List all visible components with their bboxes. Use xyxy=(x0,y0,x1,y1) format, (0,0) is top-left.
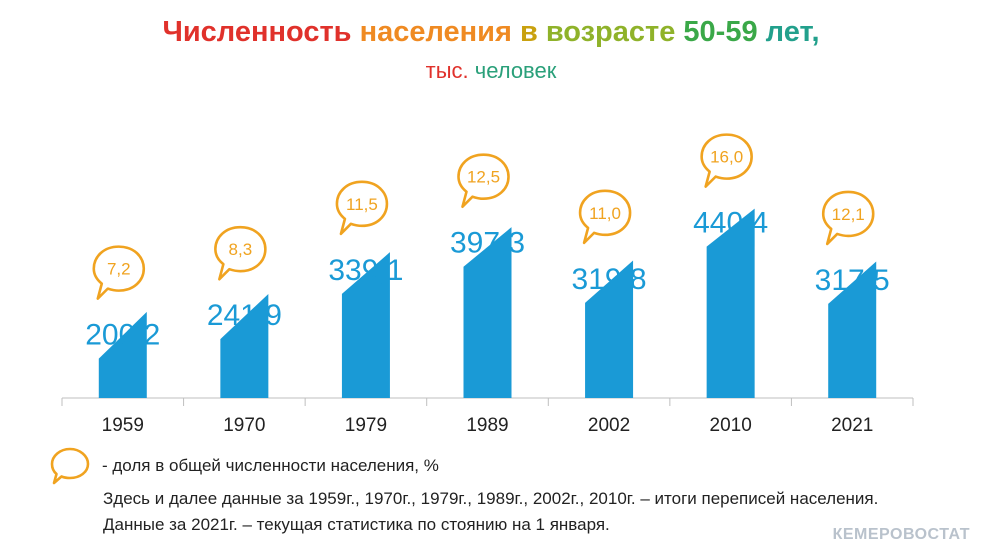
share-bubble xyxy=(214,225,267,281)
share-value-label: 7,2 xyxy=(107,260,131,279)
bar-value-label: 317,5 xyxy=(815,264,890,297)
share-value-label: 12,5 xyxy=(467,168,500,187)
bar xyxy=(706,208,755,398)
brand-logo: КЕМЕРОВОСТАТ xyxy=(832,526,970,543)
x-tick-label: 2021 xyxy=(831,415,873,436)
legend-label: - доля в общей численности населения, % xyxy=(102,456,439,475)
x-tick-label: 1970 xyxy=(223,415,265,436)
share-value-label: 8,3 xyxy=(229,240,253,259)
chart-title-word: 50-59 xyxy=(683,16,766,48)
bar xyxy=(220,293,269,398)
bar xyxy=(828,261,877,398)
bar xyxy=(98,311,147,398)
x-tick-label: 1959 xyxy=(102,415,144,436)
bar xyxy=(341,252,390,398)
source-note: Здесь и далее данные за 1959г., 1970г., … xyxy=(103,489,879,508)
bar-value-label: 319,8 xyxy=(572,263,647,296)
share-bubble xyxy=(578,189,632,245)
bar-value-label: 200,2 xyxy=(85,319,160,352)
bar-value-label: 339,1 xyxy=(328,254,403,287)
chart-title: Численность населения в возрасте 50-59 л… xyxy=(0,16,982,49)
x-tick-label: 1979 xyxy=(345,415,387,436)
chart-title-word: возрасте xyxy=(545,16,684,48)
share-value-label: 16,0 xyxy=(710,148,743,167)
share-bubble xyxy=(821,190,875,246)
legend-speech-bubble-icon xyxy=(50,447,90,485)
share-value-label: 11,5 xyxy=(346,195,378,214)
share-bubble xyxy=(457,153,510,209)
share-bubble xyxy=(700,133,753,188)
bar xyxy=(585,260,634,398)
chart-title-word: лет, xyxy=(765,16,820,48)
chart-title-word: населения xyxy=(359,16,520,48)
bar xyxy=(463,227,512,398)
chart-subtitle-word: тыс. xyxy=(425,58,475,83)
chart-title-word: в xyxy=(519,16,546,48)
bar-value-label: 241,9 xyxy=(207,299,282,332)
chart-title-word: Численность xyxy=(162,16,360,48)
share-bubble xyxy=(335,180,389,236)
x-tick-label: 1989 xyxy=(466,415,508,436)
share-value-label: 12,1 xyxy=(832,205,865,224)
chart-subtitle-word: человек xyxy=(474,58,557,83)
x-tick-label: 2002 xyxy=(588,415,630,436)
bar-value-label: 397,3 xyxy=(450,227,525,260)
bar-value-label: 440,4 xyxy=(693,207,768,240)
x-tick-label: 2010 xyxy=(710,415,752,436)
share-value-label: 11,0 xyxy=(589,204,621,223)
share-bubble xyxy=(92,245,146,300)
source-note: Данные за 2021г. – текущая статистика по… xyxy=(103,515,610,534)
chart-subtitle: тыс. человек xyxy=(0,58,982,84)
